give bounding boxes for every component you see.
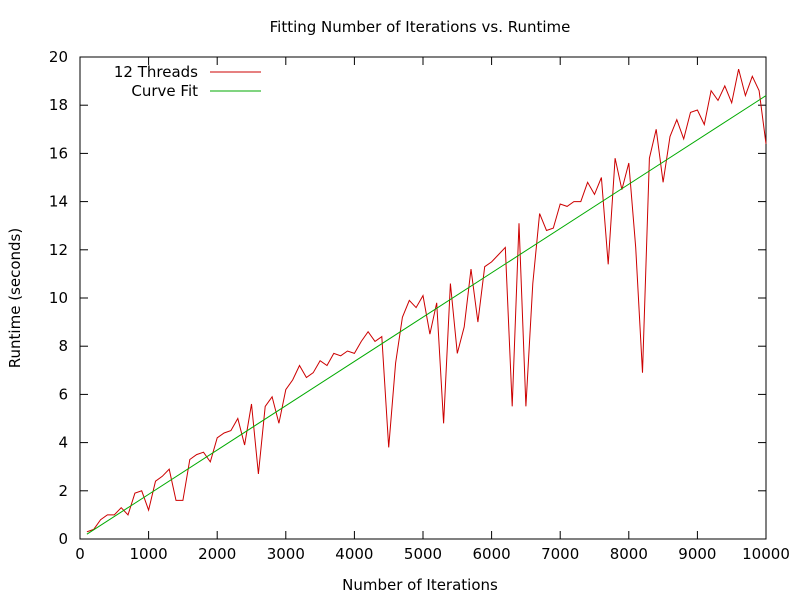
x-tick-label: 8000: [610, 545, 648, 563]
y-tick-label: 18: [49, 96, 68, 114]
y-axis-label: Runtime (seconds): [6, 228, 24, 368]
y-tick-label: 20: [49, 48, 68, 66]
series-layer: [86, 68, 767, 535]
y-tick-label: 10: [49, 289, 68, 307]
y-tick-label: 16: [49, 144, 68, 162]
x-tick-label: 9000: [678, 545, 716, 563]
x-tick-label: 4000: [335, 545, 373, 563]
x-tick-label: 10000: [742, 545, 790, 563]
y-tick-label: 0: [58, 530, 68, 548]
x-tick-label: 6000: [473, 545, 511, 563]
series-line-12-threads: [86, 68, 767, 533]
axis-ticks: 0 1000 2000 3000 4000 5000 6000 7000 8000 9000 100…: [49, 48, 790, 563]
x-tick-label: 5000: [404, 545, 442, 563]
x-tick-label: 2000: [198, 545, 236, 563]
y-tick-label: 12: [49, 241, 68, 259]
chart-title: Fitting Number of Iterations vs. Runtime: [270, 18, 571, 36]
legend-label: Curve Fit: [131, 82, 198, 100]
y-tick-label: 14: [49, 193, 68, 211]
legend-label: 12 Threads: [114, 63, 198, 81]
x-tick-label: 1000: [130, 545, 168, 563]
y-tick-label: 4: [58, 434, 68, 452]
y-tick-label: 6: [58, 385, 68, 403]
x-axis-label: Number of Iterations: [342, 576, 498, 594]
x-tick-label: 3000: [267, 545, 305, 563]
x-tick-label: 0: [75, 545, 85, 563]
y-tick-label: 2: [58, 482, 68, 500]
series-line-curve-fit: [86, 95, 767, 535]
y-tick-label: 8: [58, 337, 68, 355]
x-tick-label: 7000: [541, 545, 579, 563]
